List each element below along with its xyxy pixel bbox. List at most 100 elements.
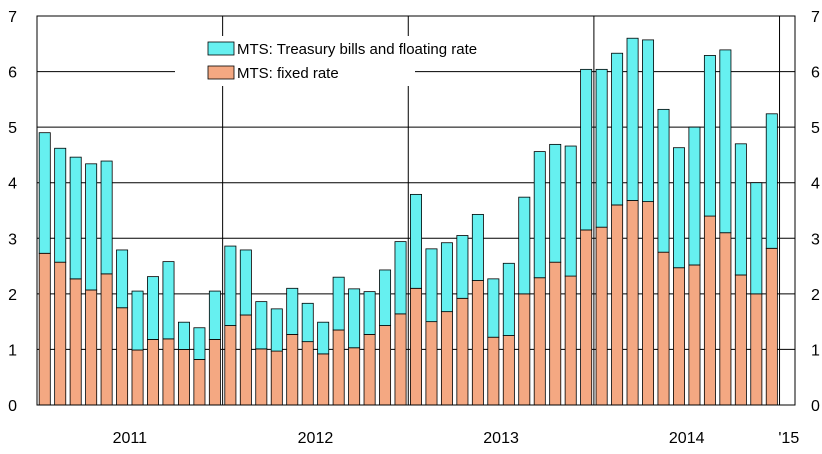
bar-fixed-rate [611, 204, 624, 406]
bar-treasury-bills [456, 235, 469, 299]
bar-fixed-rate [410, 287, 422, 406]
bar-treasury-bills [595, 68, 608, 228]
bar-treasury-bills [471, 213, 484, 281]
bar-fixed-rate [580, 229, 593, 406]
y-tick-label-left: 6 [8, 65, 17, 82]
bar-treasury-bills [131, 290, 144, 351]
bar-fixed-rate [549, 261, 562, 406]
y-tick-label-left: 2 [8, 287, 17, 304]
bar-fixed-rate [270, 350, 283, 406]
y-tick-label-right: 5 [811, 120, 820, 137]
bar-fixed-rate [224, 325, 237, 406]
bar-treasury-bills [348, 288, 361, 349]
bar-treasury-bills [162, 261, 175, 340]
bar-fixed-rate [239, 314, 252, 406]
bar-fixed-rate [348, 347, 361, 406]
bar-treasury-bills [425, 248, 438, 323]
y-tick-label-right: 6 [811, 65, 820, 82]
bar-fixed-rate [673, 267, 685, 406]
bar-fixed-rate [317, 353, 330, 406]
bar-treasury-bills [549, 143, 562, 263]
bar-fixed-rate [765, 247, 778, 406]
bar-treasury-bills [673, 147, 685, 269]
bar-treasury-bills [317, 321, 330, 355]
bar-fixed-rate [177, 349, 190, 406]
y-tick-label-left: 0 [8, 398, 17, 415]
bar-fixed-rate [750, 293, 763, 406]
x-period-label: 2014 [669, 430, 705, 447]
bar-fixed-rate [100, 273, 113, 406]
bar-fixed-rate [518, 293, 531, 406]
bar-treasury-bills [487, 278, 500, 338]
bar-treasury-bills [332, 276, 345, 331]
bar-fixed-rate [394, 313, 407, 406]
legend-swatch [207, 65, 235, 80]
bar-treasury-bills [38, 132, 51, 254]
bar-fixed-rate [657, 251, 670, 406]
legend-label: MTS: Treasury bills and floating rate [237, 41, 477, 58]
bar-fixed-rate [719, 232, 732, 406]
bar-treasury-bills [69, 156, 82, 280]
bar-treasury-bills [657, 108, 670, 253]
bar-treasury-bills [719, 49, 732, 234]
bar-treasury-bills [642, 39, 655, 203]
bar-treasury-bills [440, 242, 453, 313]
bar-treasury-bills [270, 308, 283, 352]
bar-fixed-rate [301, 341, 314, 406]
bar-treasury-bills [379, 269, 392, 326]
y-tick-label-right: 2 [811, 287, 820, 304]
bar-fixed-rate [425, 321, 438, 406]
bar-fixed-rate [564, 275, 577, 406]
bar-fixed-rate [626, 200, 639, 406]
bar-treasury-bills [85, 163, 98, 291]
bar-treasury-bills [765, 113, 778, 249]
y-tick-label-left: 3 [8, 231, 17, 248]
bar-fixed-rate [193, 359, 206, 406]
bar-treasury-bills [394, 241, 407, 315]
bar-fixed-rate [286, 334, 299, 406]
bar-fixed-rate [147, 339, 159, 406]
bar-fixed-rate [85, 289, 98, 406]
bar-treasury-bills [703, 55, 716, 217]
bar-treasury-bills [177, 321, 190, 350]
bar-fixed-rate [703, 215, 716, 406]
plot-frame [36, 15, 796, 406]
bar-treasury-bills [502, 262, 515, 336]
bar-treasury-bills [54, 147, 67, 263]
bar-fixed-rate [162, 338, 175, 406]
y-tick-label-right: 0 [811, 398, 820, 415]
bar-fixed-rate [255, 348, 268, 406]
bar-fixed-rate [456, 297, 469, 406]
bar-fixed-rate [440, 311, 453, 406]
y-tick-label-left: 4 [8, 176, 17, 193]
bar-treasury-bills [286, 287, 299, 335]
bar-treasury-bills [363, 291, 376, 335]
legend-label: MTS: fixed rate [237, 65, 339, 82]
x-period-label: 2013 [483, 430, 519, 447]
bar-fixed-rate [38, 252, 51, 406]
bar-treasury-bills [580, 68, 593, 231]
x-period-label: '15 [778, 430, 799, 447]
bar-treasury-bills [100, 160, 113, 275]
y-tick-label-left: 1 [8, 342, 17, 359]
bar-fixed-rate [69, 278, 82, 406]
bar-fixed-rate [131, 349, 144, 406]
bar-treasury-bills [626, 37, 639, 201]
bar-treasury-bills [116, 249, 129, 309]
x-axis-ticks: 2011 2012 2013 2014 '15 [113, 430, 800, 447]
bar-treasury-bills [611, 52, 624, 206]
y-tick-label-left: 7 [8, 9, 17, 26]
y-tick-label-right: 7 [811, 9, 820, 26]
bar-fixed-rate [502, 335, 515, 406]
bar-treasury-bills [193, 327, 206, 360]
bar-fixed-rate [379, 325, 392, 406]
bar-fixed-rate [642, 201, 655, 406]
bar-treasury-bills [255, 301, 268, 350]
bar-treasury-bills [688, 126, 701, 266]
y-axis-right-ticks: 0 1 2 3 4 5 6 7 [811, 9, 820, 415]
bar-treasury-bills [750, 182, 763, 295]
x-period-label: 2012 [298, 430, 334, 447]
bar-fixed-rate [533, 277, 546, 406]
bar-fixed-rate [688, 264, 701, 406]
